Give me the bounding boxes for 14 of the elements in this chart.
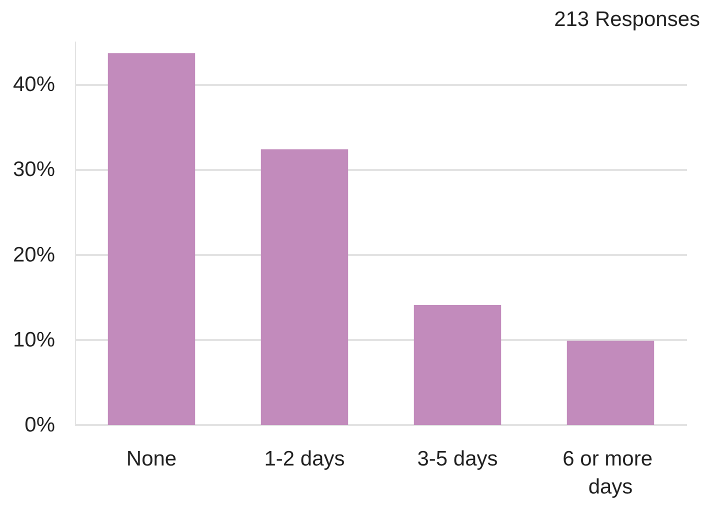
y-tick-label: 40% xyxy=(12,73,55,96)
chart-subtitle: 213 Responses xyxy=(554,8,700,31)
x-tick-label: 3-5 days xyxy=(417,448,498,470)
y-tick-label: 20% xyxy=(12,243,55,266)
y-tick-label: 30% xyxy=(12,158,55,182)
x-tick-label: None xyxy=(126,448,177,470)
x-tick-label: 1-2 days xyxy=(264,448,345,470)
bar xyxy=(566,340,654,425)
bar xyxy=(414,304,502,425)
x-tick-label: 6 or more days xyxy=(562,448,658,498)
y-tick-label: 0% xyxy=(24,414,55,436)
y-tick-label: 10% xyxy=(12,328,55,352)
bar xyxy=(260,149,348,425)
bar xyxy=(108,53,196,425)
